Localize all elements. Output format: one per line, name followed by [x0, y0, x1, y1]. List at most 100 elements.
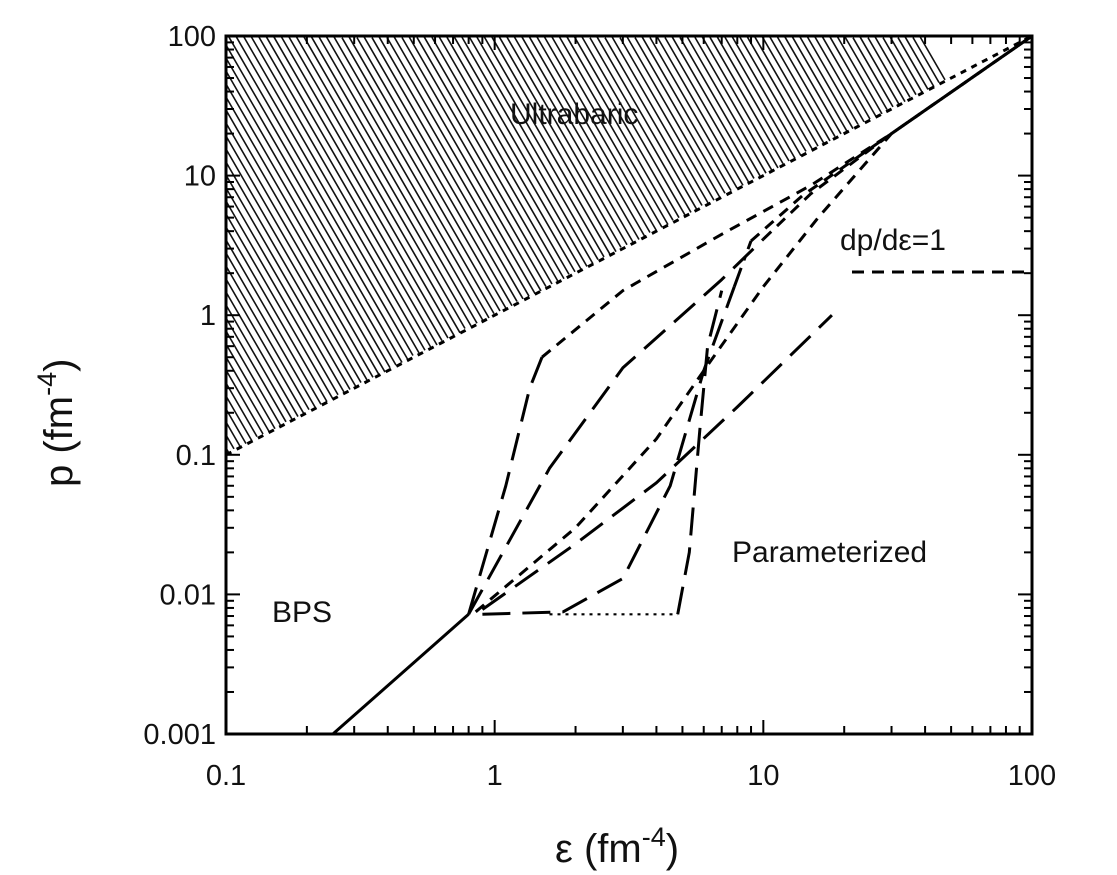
y-axis-label-sup: -4 [32, 372, 62, 396]
hatch-line [225, 109, 380, 376]
hatch-line [882, 37, 917, 96]
hatch-line [521, 36, 640, 240]
hatch-line [874, 36, 911, 98]
hatch-line [363, 36, 518, 302]
y-tick-label: 0.01 [160, 579, 216, 611]
hatch-line [769, 36, 831, 142]
hatch-line [225, 83, 391, 369]
hatch-line [250, 35, 432, 349]
hatch-line [446, 36, 582, 270]
hatch-line [408, 36, 553, 285]
hatch-line [225, 187, 345, 393]
hatch-line [806, 35, 859, 125]
hatch-line [356, 37, 513, 307]
ultrabaric-label: Ultrabaric [510, 98, 638, 131]
ultrabaric-hatch [225, 34, 1033, 457]
hatch-line [348, 36, 507, 309]
hatch-line [852, 37, 894, 108]
hatch-line [310, 35, 478, 324]
x-axis-label-main: ε (fm [555, 827, 642, 871]
hatch-line [461, 36, 594, 265]
hatch-line [225, 343, 276, 430]
hatch-line [573, 35, 680, 219]
series-line-9 [732, 240, 753, 288]
hatch-line [476, 36, 605, 258]
hatch-line [378, 36, 530, 297]
hatch-line [859, 36, 900, 105]
series-line-3 [467, 238, 765, 616]
hatch-line [393, 36, 542, 292]
series-line-1 [467, 356, 544, 615]
ultrabaric-boundary [225, 34, 1033, 457]
hatch-line [225, 278, 305, 415]
hatch-line [225, 395, 253, 442]
series-line-7 [481, 314, 833, 611]
hatch-line [589, 37, 692, 213]
y-axis-label-main: p (fm [37, 396, 81, 487]
hatch-line [889, 36, 923, 93]
hatch-line [303, 36, 472, 327]
bps-label: BPS [272, 596, 332, 629]
hatch-line [341, 37, 501, 312]
hatch-line [243, 36, 426, 351]
hatch-line [225, 44, 409, 361]
hatch-line [416, 37, 559, 282]
hatch-line [225, 291, 299, 417]
hatch-line [701, 36, 779, 169]
hatch-line [686, 36, 767, 174]
hatch-line [604, 37, 703, 206]
hatch-line [225, 317, 287, 423]
hatch-line [844, 36, 888, 110]
hatch-line [596, 36, 698, 211]
hatch-line [333, 36, 495, 315]
hatch-line [694, 36, 773, 171]
hatch-line [265, 35, 443, 342]
hatch-line [225, 239, 322, 405]
hatch-line [679, 37, 761, 177]
hatch-line [386, 37, 536, 294]
hatch-line [746, 35, 813, 150]
hatch-line [468, 35, 599, 260]
hatch-line [225, 265, 310, 410]
hatch-line [225, 122, 374, 378]
hatch-line [919, 36, 946, 81]
hatch-line [641, 36, 732, 192]
hatch-line [423, 36, 565, 280]
legend-label: dp/dε=1 [840, 224, 946, 257]
hatch-line [791, 35, 848, 132]
hatch-line [225, 96, 386, 373]
hatch-line [431, 36, 570, 275]
hatch-line [280, 35, 455, 336]
hatch-line [649, 37, 738, 189]
y-axis-label: p (fm-4) [32, 359, 81, 487]
x-tick-label: 1 [487, 760, 503, 792]
hatch-line [754, 36, 819, 147]
hatch-line [543, 35, 657, 231]
hatch-line [258, 36, 438, 346]
hatch-line [551, 36, 663, 228]
hatch-line [829, 36, 877, 117]
hatch-line [558, 35, 669, 226]
hatch-line [656, 36, 744, 186]
hatch-line [483, 35, 611, 255]
series-line-2 [541, 36, 1032, 359]
y-tick-label: 10 [184, 161, 216, 193]
x-axis-label-sup: -4 [642, 822, 666, 852]
hatch-line [273, 36, 449, 339]
hatch-line [225, 330, 282, 427]
hatch-line [491, 36, 617, 253]
hatch-line [671, 36, 755, 179]
hatch-line [536, 36, 651, 233]
series-line-5 [474, 285, 765, 613]
hatch-line [453, 36, 588, 267]
x-axis-label: ε (fm-4) [555, 822, 679, 871]
hatch-line [716, 36, 790, 162]
hatch-line [634, 37, 726, 194]
hatch-line [318, 36, 484, 322]
hatch-line [225, 70, 397, 366]
hatch-line [836, 35, 883, 115]
hatch-line [821, 35, 871, 120]
hatch-line [235, 35, 420, 354]
x-axis-label-close: ) [666, 827, 679, 871]
y-tick-label: 0.001 [143, 719, 216, 751]
